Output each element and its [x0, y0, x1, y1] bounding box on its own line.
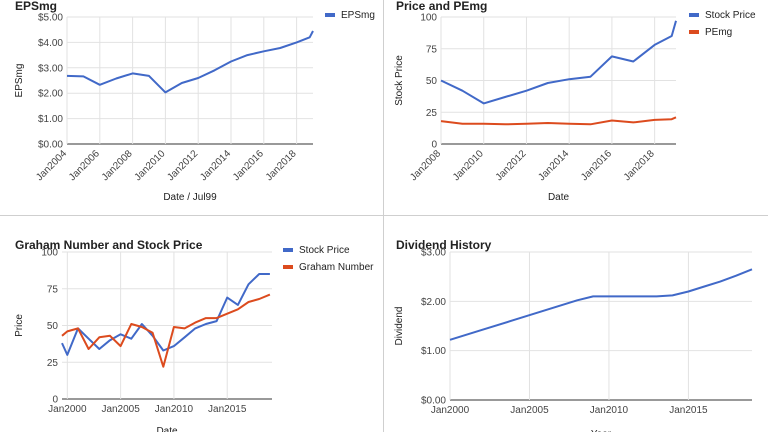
- price-pe-legend-swatch: [689, 30, 699, 34]
- eps-x-tick-label: Jan2014: [198, 148, 233, 183]
- dividend-x-tick-label: Jan2005: [510, 405, 549, 416]
- graham-y-tick-label: 25: [47, 358, 59, 369]
- panel-eps: EPSmg $0.00 $1.00 $2.00 $3.00 $4.00 $5.00 Jan20…: [0, 0, 383, 215]
- graham-series-line-0: [61, 273, 270, 356]
- price-pe-y-tick-label: 25: [426, 108, 438, 119]
- eps-y-tick-label: $5.00: [38, 13, 63, 24]
- price-pe-x-tick-label: Jan2016: [579, 148, 614, 183]
- panel-dividend: Dividend History $0.00 $1.00 $2.00 $3.00 Jan2…: [384, 216, 768, 432]
- price-pe-x-tick-label: Jan2014: [536, 148, 571, 183]
- price-pe-y-tick-label: 100: [420, 13, 437, 24]
- eps-title: EPSmg: [15, 0, 57, 13]
- eps-y-tick-label: $2.00: [38, 89, 63, 100]
- dividend-y-axis-label: Dividend: [394, 307, 405, 346]
- chart-eps: EPSmg $0.00 $1.00 $2.00 $3.00 $4.00 $5.00 Jan20…: [14, 0, 375, 203]
- eps-y-tick-label: $4.00: [38, 38, 63, 49]
- eps-legend-swatch: [325, 13, 335, 17]
- graham-y-tick-label: 100: [41, 248, 58, 259]
- graham-y-tick-label: 50: [47, 321, 59, 332]
- price-pe-y-tick-label: 75: [426, 44, 438, 55]
- eps-x-tick-label: Jan2008: [100, 148, 135, 183]
- price-pe-legend-label: PEmg: [705, 27, 732, 38]
- price-pe-series-line-0: [440, 20, 677, 105]
- price-pe-x-axis-label: Date: [548, 192, 570, 203]
- price-pe-legend-label: Stock Price: [705, 10, 756, 21]
- eps-y-axis-label: EPSmg: [14, 64, 25, 98]
- chart-graham: Graham Number and Stock Price 0 25 50 75 100 J…: [14, 238, 374, 432]
- graham-legend-label: Graham Number: [299, 262, 374, 273]
- graham-x-tick-label: Jan2015: [208, 404, 247, 415]
- eps-x-axis-label: Date / Jul99: [163, 192, 217, 203]
- graham-x-tick-label: Jan2005: [101, 404, 140, 415]
- graham-title: Graham Number and Stock Price: [15, 238, 203, 252]
- panel-price-pe: Price and PEmg 0 25 50 75 100 Jan2008 Jan2010 Ja…: [384, 0, 768, 215]
- price-pe-series-line-1: [440, 116, 677, 126]
- price-pe-y-tick-label: 0: [431, 140, 437, 151]
- eps-x-tick-label: Jan2006: [67, 148, 102, 183]
- panel-divider-vertical: [383, 0, 384, 432]
- dividend-y-tick-label: $0.00: [421, 396, 446, 407]
- price-pe-y-tick-label: 50: [426, 76, 438, 87]
- eps-legend-label: EPSmg: [341, 10, 375, 21]
- dividend-x-axis-label: Year: [591, 429, 612, 432]
- eps-x-tick-label: Jan2016: [231, 148, 266, 183]
- eps-x-tick-label: Jan2018: [264, 148, 299, 183]
- price-pe-x-tick-label: Jan2010: [451, 148, 486, 183]
- panel-divider-horizontal: [0, 215, 768, 216]
- dividend-x-tick-label: Jan2000: [431, 405, 470, 416]
- price-pe-x-tick-label: Jan2018: [622, 148, 657, 183]
- eps-x-tick-label: Jan2004: [34, 148, 69, 183]
- price-pe-x-tick-label: Jan2012: [494, 148, 529, 183]
- dividend-y-tick-label: $2.00: [421, 297, 446, 308]
- eps-y-tick-label: $1.00: [38, 114, 63, 125]
- graham-legend-swatch: [283, 248, 293, 252]
- graham-x-axis-label: Date: [156, 426, 178, 432]
- graham-legend-label: Stock Price: [299, 245, 350, 256]
- eps-y-tick-label: $0.00: [38, 140, 63, 151]
- dividend-x-tick-label: Jan2015: [669, 405, 708, 416]
- graham-x-tick-label: Jan2010: [155, 404, 194, 415]
- price-pe-title: Price and PEmg: [396, 0, 487, 13]
- eps-x-tick-label: Jan2012: [165, 148, 200, 183]
- price-pe-x-tick-label: Jan2008: [408, 148, 443, 183]
- dividend-y-tick-label: $3.00: [421, 248, 446, 259]
- eps-y-tick-label: $3.00: [38, 63, 63, 74]
- graham-y-tick-label: 0: [52, 395, 58, 406]
- graham-legend-swatch: [283, 265, 293, 269]
- price-pe-legend-swatch: [689, 13, 699, 17]
- chart-dividend: Dividend History $0.00 $1.00 $2.00 $3.00 Jan2…: [394, 238, 753, 432]
- dividend-series-line-0: [449, 268, 753, 341]
- dividend-y-tick-label: $1.00: [421, 346, 446, 357]
- graham-y-axis-label: Price: [14, 314, 25, 337]
- price-pe-y-axis-label: Stock Price: [394, 55, 405, 106]
- graham-y-tick-label: 75: [47, 284, 59, 295]
- eps-x-tick-label: Jan2010: [133, 148, 168, 183]
- dividend-x-tick-label: Jan2010: [590, 405, 629, 416]
- graham-x-tick-label: Jan2000: [48, 404, 87, 415]
- graham-series-line-1: [61, 293, 271, 368]
- panel-graham: Graham Number and Stock Price 0 25 50 75 100 J…: [0, 216, 383, 432]
- dividend-title: Dividend History: [396, 238, 492, 252]
- eps-series-line-0: [66, 30, 314, 94]
